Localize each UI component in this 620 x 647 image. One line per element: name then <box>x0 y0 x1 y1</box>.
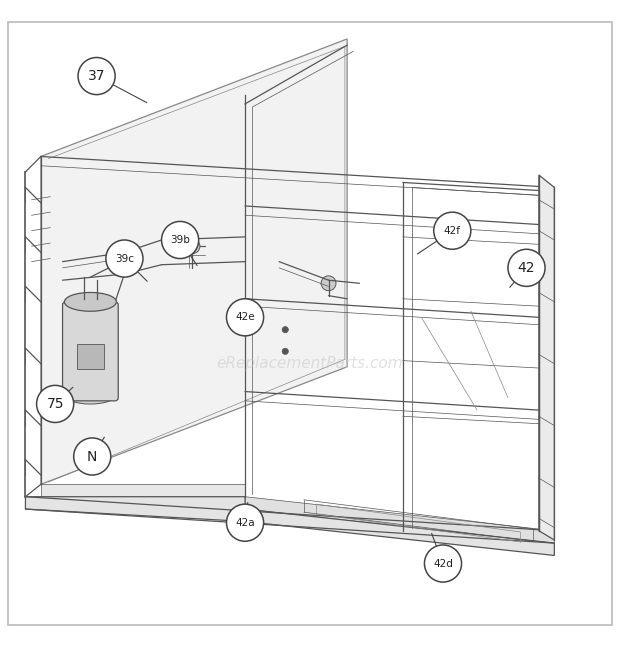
Polygon shape <box>245 497 554 543</box>
Circle shape <box>185 239 200 254</box>
Circle shape <box>434 212 471 249</box>
Circle shape <box>508 249 545 287</box>
Circle shape <box>106 240 143 277</box>
Ellipse shape <box>64 385 117 404</box>
FancyBboxPatch shape <box>63 302 118 401</box>
Text: 42a: 42a <box>235 518 255 528</box>
Circle shape <box>226 299 264 336</box>
Circle shape <box>162 221 198 259</box>
Text: 42e: 42e <box>235 313 255 322</box>
Text: 39c: 39c <box>115 254 134 263</box>
Text: N: N <box>87 450 97 463</box>
Circle shape <box>37 386 74 422</box>
Polygon shape <box>539 175 554 540</box>
Text: 42f: 42f <box>444 226 461 236</box>
Circle shape <box>282 348 288 355</box>
Circle shape <box>282 327 288 333</box>
Text: 75: 75 <box>46 397 64 411</box>
Text: 42d: 42d <box>433 558 453 569</box>
Circle shape <box>321 276 336 291</box>
Bar <box>77 344 104 369</box>
Polygon shape <box>25 497 554 556</box>
Text: 39b: 39b <box>170 235 190 245</box>
Text: 42: 42 <box>518 261 535 275</box>
Polygon shape <box>41 39 347 485</box>
Text: 37: 37 <box>88 69 105 83</box>
Circle shape <box>425 545 461 582</box>
Text: eReplacementParts.com: eReplacementParts.com <box>216 356 404 371</box>
Circle shape <box>74 438 111 475</box>
Circle shape <box>226 504 264 542</box>
Ellipse shape <box>64 292 117 311</box>
Circle shape <box>78 58 115 94</box>
Polygon shape <box>41 485 245 497</box>
